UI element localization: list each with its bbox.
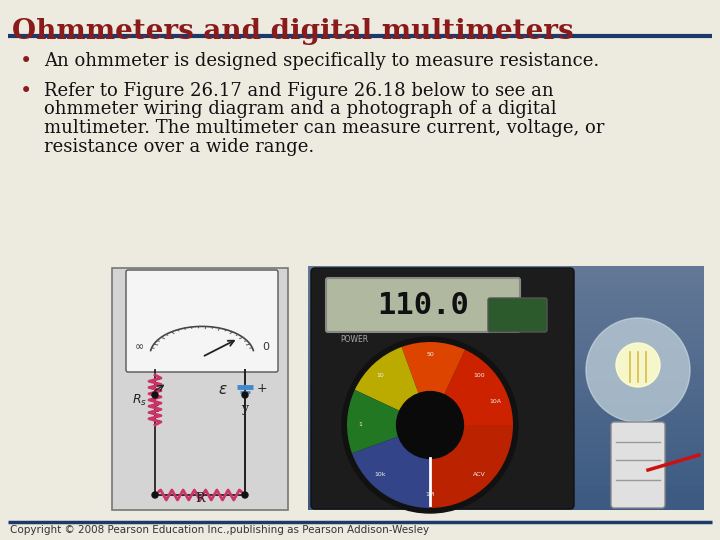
Text: Ohmmeters and digital multimeters: Ohmmeters and digital multimeters <box>12 18 574 45</box>
Text: •: • <box>20 82 32 101</box>
Text: resistance over a wide range.: resistance over a wide range. <box>44 138 314 156</box>
Bar <box>308 419 704 429</box>
Text: ohmmeter wiring diagram and a photograph of a digital: ohmmeter wiring diagram and a photograph… <box>44 100 557 118</box>
Bar <box>308 476 704 486</box>
Circle shape <box>342 337 518 513</box>
FancyBboxPatch shape <box>126 270 278 372</box>
Text: 10: 10 <box>377 373 384 378</box>
Text: 50: 50 <box>426 353 434 357</box>
Text: x: x <box>151 402 158 415</box>
Bar <box>308 347 704 357</box>
Circle shape <box>152 392 158 398</box>
Bar <box>308 500 704 510</box>
Bar <box>308 484 704 494</box>
Text: ∞: ∞ <box>135 342 144 352</box>
Text: •: • <box>20 52 32 71</box>
Text: 10k: 10k <box>374 472 386 477</box>
Text: 110.0: 110.0 <box>377 291 469 320</box>
Text: 1M: 1M <box>426 492 435 497</box>
Bar <box>308 282 704 292</box>
Text: $\varepsilon$: $\varepsilon$ <box>218 382 228 397</box>
Circle shape <box>152 492 158 498</box>
Text: +: + <box>257 382 268 395</box>
Wedge shape <box>347 390 430 454</box>
Bar <box>308 435 704 445</box>
Bar <box>308 411 704 421</box>
Circle shape <box>397 392 464 458</box>
Bar <box>308 492 704 502</box>
Bar <box>308 379 704 389</box>
Wedge shape <box>430 425 513 508</box>
Bar <box>308 306 704 316</box>
Text: multimeter. The multimeter can measure current, voltage, or: multimeter. The multimeter can measure c… <box>44 119 604 137</box>
Circle shape <box>242 392 248 398</box>
Bar <box>308 443 704 454</box>
FancyBboxPatch shape <box>326 278 520 332</box>
Bar <box>308 266 704 276</box>
Bar <box>308 403 704 413</box>
Text: An ohmmeter is designed specifically to measure resistance.: An ohmmeter is designed specifically to … <box>44 52 599 70</box>
Bar <box>308 298 704 308</box>
Bar <box>308 363 704 373</box>
Bar <box>308 314 704 325</box>
Text: 100: 100 <box>474 373 485 378</box>
Text: Copyright © 2008 Pearson Education Inc.,publishing as Pearson Addison-Wesley: Copyright © 2008 Pearson Education Inc.,… <box>10 525 429 535</box>
Text: 10A: 10A <box>490 399 502 403</box>
Bar <box>308 395 704 405</box>
Bar <box>308 268 704 510</box>
Bar <box>308 330 704 341</box>
Wedge shape <box>430 350 513 425</box>
Text: ACV: ACV <box>473 472 486 477</box>
Bar <box>308 468 704 478</box>
Bar <box>308 290 704 300</box>
Bar <box>112 268 288 510</box>
Bar <box>308 460 704 470</box>
Bar <box>308 355 704 365</box>
Text: 0: 0 <box>262 342 269 352</box>
Text: 1: 1 <box>358 422 362 428</box>
FancyBboxPatch shape <box>488 298 547 332</box>
Text: POWER: POWER <box>340 335 368 344</box>
Bar <box>308 371 704 381</box>
Bar <box>308 339 704 349</box>
Bar <box>308 387 704 397</box>
FancyBboxPatch shape <box>311 268 574 509</box>
Wedge shape <box>355 347 430 425</box>
Text: Refer to Figure 26.17 and Figure 26.18 below to see an: Refer to Figure 26.17 and Figure 26.18 b… <box>44 82 554 100</box>
Text: R: R <box>195 492 204 505</box>
Bar <box>308 427 704 437</box>
Bar <box>308 274 704 284</box>
Circle shape <box>586 318 690 422</box>
Wedge shape <box>402 342 465 425</box>
Wedge shape <box>352 425 430 508</box>
Text: y: y <box>241 402 248 415</box>
Text: $R_s$: $R_s$ <box>132 393 148 408</box>
Circle shape <box>242 492 248 498</box>
Circle shape <box>616 343 660 387</box>
Bar <box>308 322 704 333</box>
Bar <box>308 451 704 462</box>
FancyBboxPatch shape <box>611 422 665 508</box>
